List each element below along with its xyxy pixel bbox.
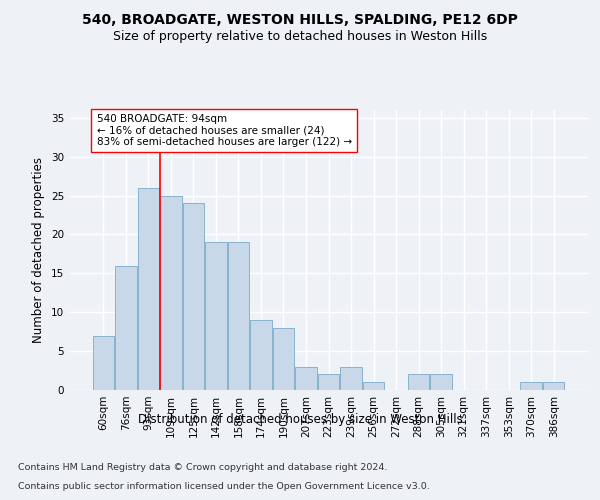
Bar — [250, 320, 272, 390]
Bar — [408, 374, 429, 390]
Bar — [160, 196, 182, 390]
Text: 540, BROADGATE, WESTON HILLS, SPALDING, PE12 6DP: 540, BROADGATE, WESTON HILLS, SPALDING, … — [82, 12, 518, 26]
Text: 540 BROADGATE: 94sqm
← 16% of detached houses are smaller (24)
83% of semi-detac: 540 BROADGATE: 94sqm ← 16% of detached h… — [97, 114, 352, 147]
Bar — [273, 328, 294, 390]
Bar — [363, 382, 384, 390]
Bar — [430, 374, 452, 390]
Bar — [228, 242, 249, 390]
Bar — [182, 204, 204, 390]
Bar — [115, 266, 137, 390]
Bar — [92, 336, 114, 390]
Text: Contains public sector information licensed under the Open Government Licence v3: Contains public sector information licen… — [18, 482, 430, 491]
Bar — [137, 188, 159, 390]
Text: Distribution of detached houses by size in Weston Hills: Distribution of detached houses by size … — [137, 412, 463, 426]
Text: Size of property relative to detached houses in Weston Hills: Size of property relative to detached ho… — [113, 30, 487, 43]
Bar — [520, 382, 542, 390]
Text: Contains HM Land Registry data © Crown copyright and database right 2024.: Contains HM Land Registry data © Crown c… — [18, 464, 388, 472]
Bar — [295, 366, 317, 390]
Bar — [318, 374, 339, 390]
Y-axis label: Number of detached properties: Number of detached properties — [32, 157, 46, 343]
Bar — [340, 366, 362, 390]
Bar — [205, 242, 227, 390]
Bar — [543, 382, 565, 390]
